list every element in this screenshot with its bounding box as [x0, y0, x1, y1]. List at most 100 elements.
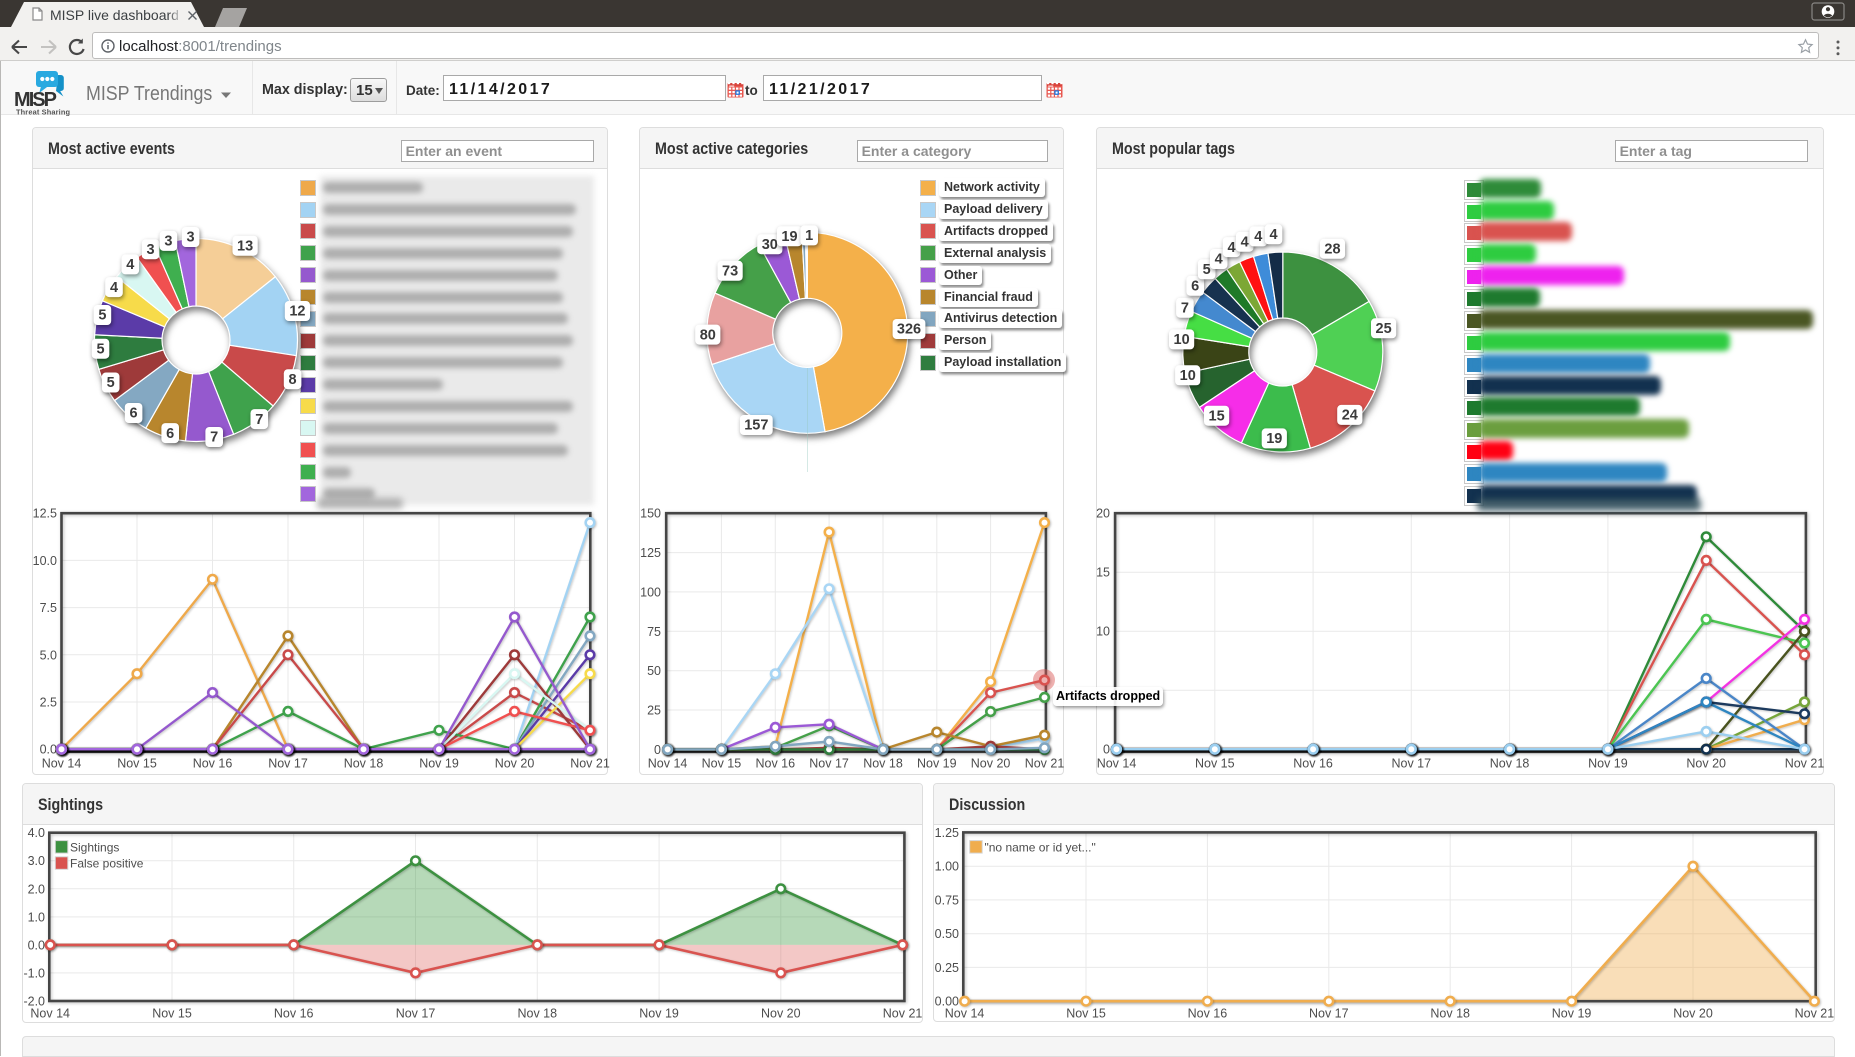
svg-text:False positive: False positive: [70, 857, 144, 871]
svg-text:Nov 14: Nov 14: [648, 757, 688, 771]
svg-text:Nov 20: Nov 20: [971, 757, 1011, 771]
svg-text:5: 5: [107, 375, 115, 391]
svg-text:Nov 21: Nov 21: [1795, 1007, 1835, 1021]
svg-text:Threat Sharing: Threat Sharing: [16, 108, 70, 117]
svg-text:2.5: 2.5: [40, 696, 57, 710]
svg-text:Nov 16: Nov 16: [1293, 757, 1333, 771]
svg-text:3: 3: [187, 230, 195, 246]
svg-text:Nov 17: Nov 17: [396, 1007, 436, 1021]
svg-text:3: 3: [147, 242, 155, 258]
svg-text:Nov 16: Nov 16: [1188, 1007, 1228, 1021]
svg-text:15: 15: [1096, 566, 1110, 580]
svg-text:Nov 17: Nov 17: [1309, 1007, 1349, 1021]
svg-text:Nov 21: Nov 21: [1785, 757, 1825, 771]
svg-text:4: 4: [1269, 227, 1277, 243]
svg-text:50: 50: [647, 664, 661, 678]
svg-text:5: 5: [98, 308, 106, 324]
svg-text:Nov 21: Nov 21: [883, 1007, 923, 1021]
svg-text:0.0: 0.0: [28, 938, 45, 952]
svg-text:-1.0: -1.0: [23, 966, 45, 980]
svg-text:7: 7: [210, 430, 218, 446]
svg-text:Nov 20: Nov 20: [1673, 1007, 1713, 1021]
svg-text:Nov 15: Nov 15: [702, 757, 742, 771]
svg-text:3.0: 3.0: [28, 854, 45, 868]
svg-text:Nov 16: Nov 16: [193, 757, 233, 771]
svg-text:Nov 19: Nov 19: [1588, 757, 1628, 771]
svg-text:8: 8: [289, 372, 297, 388]
svg-text:1.00: 1.00: [935, 860, 959, 874]
svg-text:Nov 18: Nov 18: [1430, 1007, 1470, 1021]
svg-text:Nov 21: Nov 21: [1025, 757, 1065, 771]
svg-text:25: 25: [647, 704, 661, 718]
svg-text:10: 10: [1180, 368, 1196, 384]
svg-text:30: 30: [762, 237, 778, 253]
svg-text:15: 15: [1209, 408, 1225, 424]
svg-text:Nov 14: Nov 14: [30, 1007, 70, 1021]
svg-text:6: 6: [1191, 279, 1199, 295]
svg-text:0: 0: [654, 743, 661, 757]
svg-text:Nov 19: Nov 19: [1552, 1007, 1592, 1021]
svg-text:Nov 17: Nov 17: [268, 757, 308, 771]
svg-text:5: 5: [1203, 262, 1211, 278]
svg-text:25: 25: [1376, 321, 1392, 337]
svg-text:0.50: 0.50: [935, 927, 959, 941]
svg-text:100: 100: [640, 585, 661, 599]
svg-text:5: 5: [96, 341, 104, 357]
svg-text:Nov 15: Nov 15: [1195, 757, 1235, 771]
svg-text:4: 4: [1215, 252, 1223, 268]
svg-text:Nov 18: Nov 18: [1490, 757, 1530, 771]
svg-text:0.0: 0.0: [40, 743, 57, 757]
svg-text:150: 150: [640, 507, 661, 521]
svg-text:Nov 19: Nov 19: [419, 757, 459, 771]
svg-text:Nov 20: Nov 20: [1686, 757, 1726, 771]
svg-text:-2.0: -2.0: [23, 995, 45, 1009]
svg-text:5.0: 5.0: [40, 648, 57, 662]
svg-text:"no name or id yet...": "no name or id yet...": [985, 841, 1096, 855]
svg-text:MISP: MISP: [14, 89, 57, 111]
svg-text:0.25: 0.25: [935, 961, 959, 975]
svg-text:4: 4: [1227, 240, 1235, 256]
svg-text:0.00: 0.00: [935, 995, 959, 1009]
svg-text:Nov 15: Nov 15: [152, 1007, 192, 1021]
svg-text:7: 7: [1181, 300, 1189, 316]
svg-text:Nov 19: Nov 19: [917, 757, 957, 771]
svg-text:19: 19: [1266, 431, 1282, 447]
svg-text:0: 0: [1103, 743, 1110, 757]
svg-text:12: 12: [289, 304, 305, 320]
svg-text:2.0: 2.0: [28, 882, 45, 896]
svg-text:Nov 21: Nov 21: [570, 757, 610, 771]
svg-text:3: 3: [164, 234, 172, 250]
svg-text:4: 4: [110, 280, 118, 296]
svg-text:326: 326: [897, 322, 921, 338]
svg-text:Nov 18: Nov 18: [517, 1007, 557, 1021]
svg-text:28: 28: [1324, 241, 1340, 257]
svg-text:4: 4: [1241, 234, 1249, 250]
svg-text:4: 4: [1254, 229, 1262, 245]
svg-text:Nov 19: Nov 19: [639, 1007, 679, 1021]
svg-text:73: 73: [722, 264, 738, 280]
svg-text:7: 7: [255, 412, 263, 428]
svg-text:Nov 18: Nov 18: [344, 757, 384, 771]
svg-text:Nov 18: Nov 18: [863, 757, 903, 771]
svg-text:Nov 17: Nov 17: [1391, 757, 1431, 771]
svg-text:12.5: 12.5: [33, 507, 57, 521]
svg-text:7.5: 7.5: [40, 601, 57, 615]
svg-text:Nov 14: Nov 14: [945, 1007, 985, 1021]
svg-text:Sightings: Sightings: [70, 841, 119, 855]
svg-text:1.25: 1.25: [935, 826, 959, 840]
svg-text:6: 6: [166, 426, 174, 442]
svg-text:Nov 16: Nov 16: [755, 757, 795, 771]
svg-text:75: 75: [647, 625, 661, 639]
svg-text:0.75: 0.75: [935, 893, 959, 907]
svg-text:Nov 20: Nov 20: [495, 757, 535, 771]
svg-text:Nov 14: Nov 14: [42, 757, 82, 771]
svg-text:4.0: 4.0: [28, 826, 45, 840]
svg-text:10: 10: [1096, 625, 1110, 639]
svg-text:80: 80: [700, 327, 716, 343]
svg-text:24: 24: [1342, 408, 1358, 424]
svg-text:13: 13: [237, 238, 253, 254]
svg-text:1.0: 1.0: [28, 910, 45, 924]
svg-text:125: 125: [640, 546, 661, 560]
svg-text:20: 20: [1096, 507, 1110, 521]
svg-text:1: 1: [805, 228, 813, 244]
